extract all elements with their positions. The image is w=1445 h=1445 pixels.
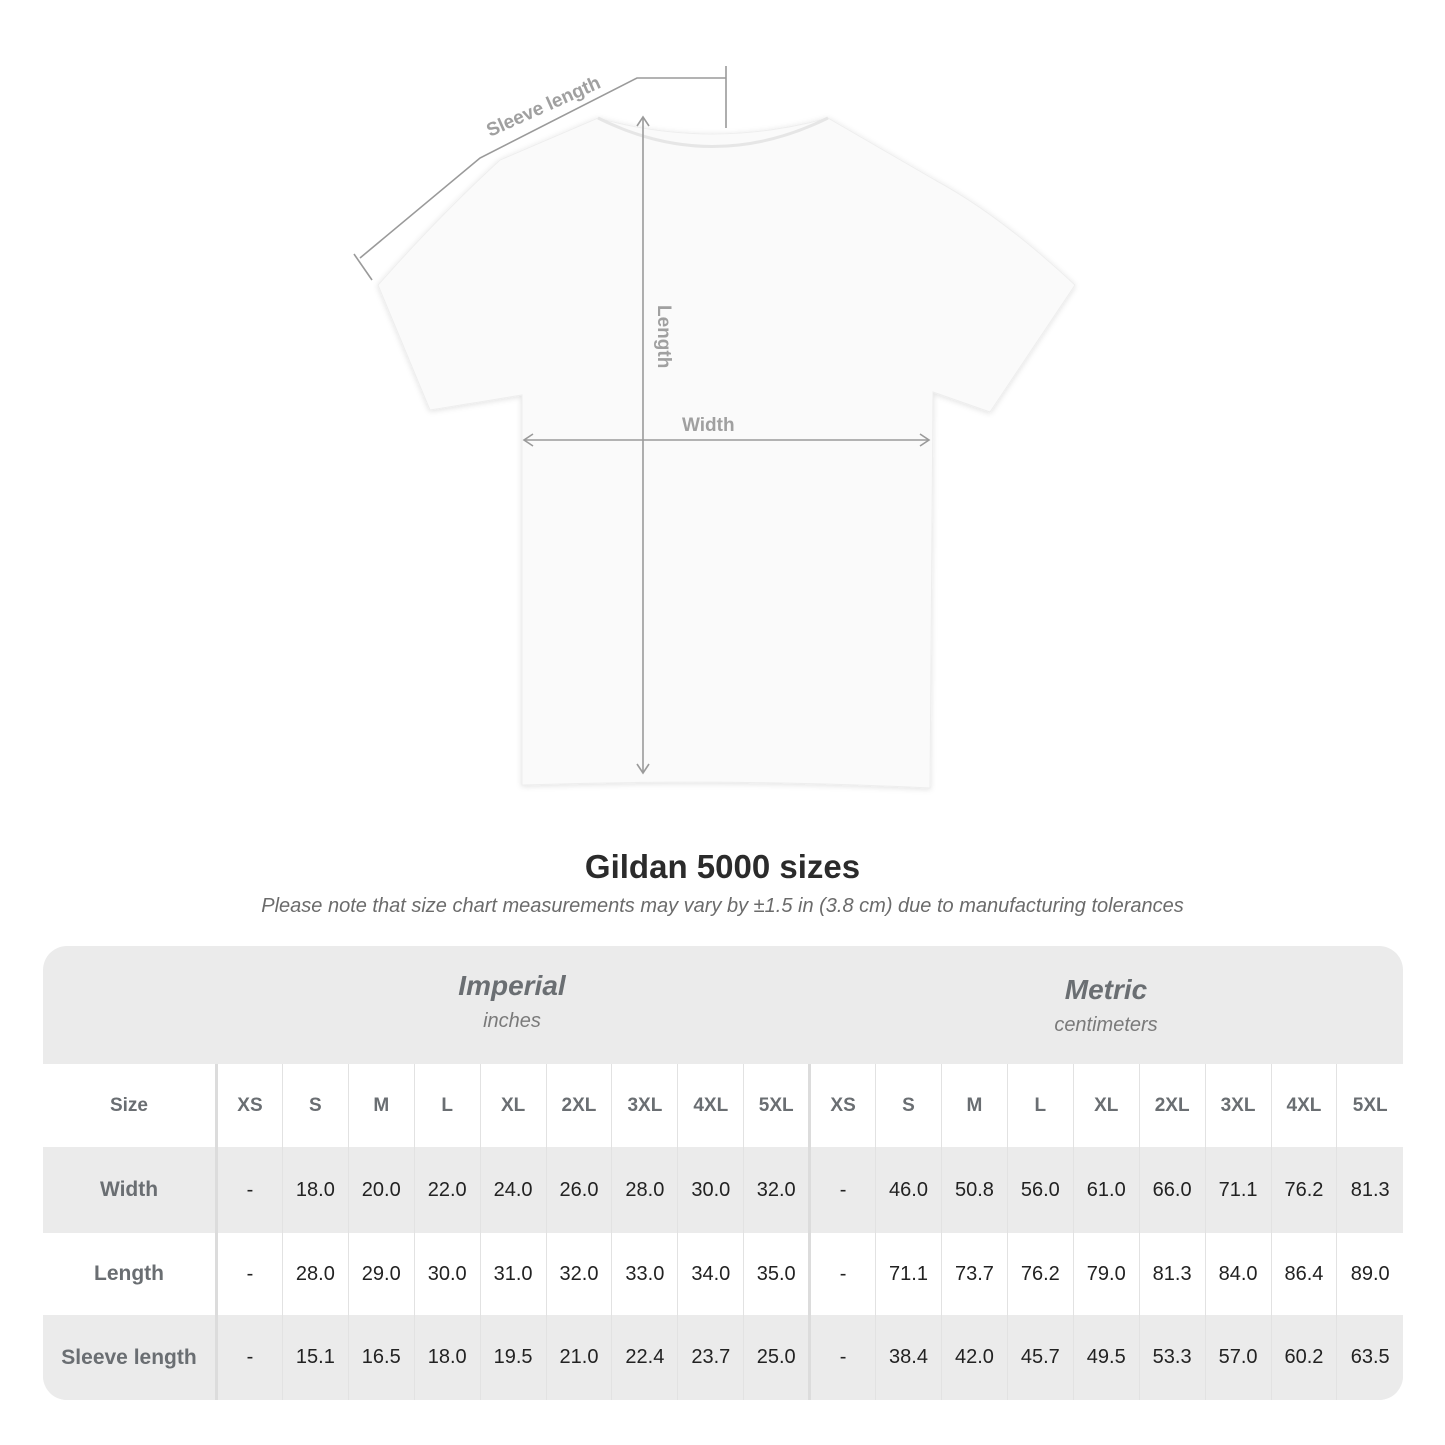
metric-label: Metric [1064,974,1148,1005]
metric-size-4xl: 4XL [1270,1064,1337,1147]
imperial-value-cell: 15.1 [281,1315,349,1400]
metric-value-cell: 56.0 [1006,1147,1074,1233]
imperial-value-cell: 26.0 [545,1147,612,1233]
imperial-size-2xl: 2XL [545,1064,612,1147]
sleeve-length-line [359,77,726,259]
metric-size-xs: XS [808,1064,876,1147]
size-row: Size XS S M L XL 2XL 3XL 4XL 5XL XS S M L XL 2XL 3XL 4XL 5… [43,1064,1403,1147]
table-row: Length -28.0 29.0 30.0 31.0 32.0 33.0 34.0 35.0-… [43,1233,1403,1315]
imperial-value-cell: 28.0 [611,1147,678,1233]
imperial-size-m: M [347,1064,415,1147]
metric-size-m: M [940,1064,1008,1147]
metric-value-cell: 76.2 [1270,1147,1337,1233]
imperial-value-cell: 30.0 [413,1233,481,1315]
size-grid: Size XS S M L XL 2XL 3XL 4XL 5XL XS S M L XL 2XL 3XL 4XL 5… [43,1064,1403,1400]
metric-value-cell: 60.2 [1270,1315,1337,1400]
metric-value-cell: 49.5 [1072,1315,1140,1400]
metric-value-cell: 71.1 [875,1233,942,1315]
imperial-size-4xl: 4XL [677,1064,744,1147]
metric-value-cell: 81.3 [1336,1147,1403,1233]
imperial-value-cell: 32.0 [743,1147,810,1233]
imperial-header: Imperial inches [215,946,809,1088]
row-label: Sleeve length [43,1315,218,1400]
imperial-value-cell: 21.0 [545,1315,612,1400]
imperial-value-cell: - [216,1315,283,1400]
metric-size-xl: XL [1072,1064,1140,1147]
imperial-size-5xl: 5XL [743,1064,810,1147]
imperial-value-cell: 28.0 [281,1233,349,1315]
imperial-value-cell: 25.0 [743,1315,810,1400]
imperial-size-l: L [413,1064,481,1147]
imperial-size-xs: XS [216,1064,283,1147]
metric-value-cell: 79.0 [1072,1233,1140,1315]
imperial-value-cell: 18.0 [281,1147,349,1233]
tolerance-note: Please note that size chart measurements… [261,895,1184,917]
imperial-value-cell: 35.0 [743,1233,810,1315]
imperial-unit: inches [483,1010,541,1032]
tshirt-diagram: Sleeve length Length Width [353,66,1076,789]
metric-value-cell: 66.0 [1138,1147,1206,1233]
imperial-value-cell: 22.4 [611,1315,678,1400]
width-label: Width [682,415,735,436]
size-header: Size [43,1064,218,1147]
imperial-value-cell: - [216,1147,283,1233]
metric-value-cell: 81.3 [1138,1233,1206,1315]
size-table: Imperial inches Metric centimeters Size X… [43,946,1403,1400]
metric-value-cell: 45.7 [1006,1315,1074,1400]
imperial-value-cell: 19.5 [479,1315,547,1400]
metric-value-cell: 42.0 [940,1315,1008,1400]
imperial-value-cell: 32.0 [545,1233,612,1315]
chart-title: Gildan 5000 sizes [584,848,861,885]
metric-size-5xl: 5XL [1336,1064,1403,1147]
metric-value-cell: 84.0 [1204,1233,1271,1315]
metric-value-cell: 76.2 [1006,1233,1074,1315]
metric-value-cell: 53.3 [1138,1315,1206,1400]
length-label: Length [653,305,674,368]
metric-value-cell: 61.0 [1072,1147,1140,1233]
table-row: Width -18.0 20.0 22.0 24.0 26.0 28.0 30.0 32.0-4… [43,1147,1403,1233]
metric-value-cell: 38.4 [875,1315,942,1400]
imperial-value-cell: 33.0 [611,1233,678,1315]
imperial-value-cell: - [216,1233,283,1315]
metric-value-cell: - [808,1147,876,1233]
imperial-value-cell: 16.5 [347,1315,415,1400]
metric-value-cell: 86.4 [1270,1233,1337,1315]
imperial-value-cell: 29.0 [347,1233,415,1315]
imperial-value-cell: 30.0 [677,1147,744,1233]
metric-size-2xl: 2XL [1138,1064,1206,1147]
imperial-value-cell: 23.7 [677,1315,744,1400]
metric-value-cell: 46.0 [875,1147,942,1233]
imperial-value-cell: 34.0 [677,1233,744,1315]
metric-size-l: L [1006,1064,1074,1147]
metric-size-s: S [875,1064,942,1147]
metric-value-cell: - [808,1233,876,1315]
metric-value-cell: - [808,1315,876,1400]
metric-size-3xl: 3XL [1204,1064,1271,1147]
metric-value-cell: 50.8 [940,1147,1008,1233]
tshirt-illustration [377,117,1076,789]
table-row: Sleeve length -15.1 16.5 18.0 19.5 21.0 22.4 23… [43,1315,1403,1400]
metric-unit: centimeters [1054,1014,1158,1036]
imperial-value-cell: 20.0 [347,1147,415,1233]
imperial-value-cell: 18.0 [413,1315,481,1400]
imperial-size-xl: XL [479,1064,547,1147]
metric-value-cell: 57.0 [1204,1315,1271,1400]
metric-value-cell: 63.5 [1336,1315,1403,1400]
imperial-value-cell: 22.0 [413,1147,481,1233]
imperial-label: Imperial [458,970,566,1001]
imperial-size-s: S [281,1064,349,1147]
imperial-value-cell: 24.0 [479,1147,547,1233]
row-label: Length [43,1233,218,1315]
imperial-value-cell: 31.0 [479,1233,547,1315]
metric-value-cell: 71.1 [1204,1147,1271,1233]
imperial-size-3xl: 3XL [611,1064,678,1147]
metric-value-cell: 73.7 [940,1233,1008,1315]
row-label: Width [43,1147,218,1233]
metric-value-cell: 89.0 [1336,1233,1403,1315]
metric-header: Metric centimeters [809,946,1403,1092]
